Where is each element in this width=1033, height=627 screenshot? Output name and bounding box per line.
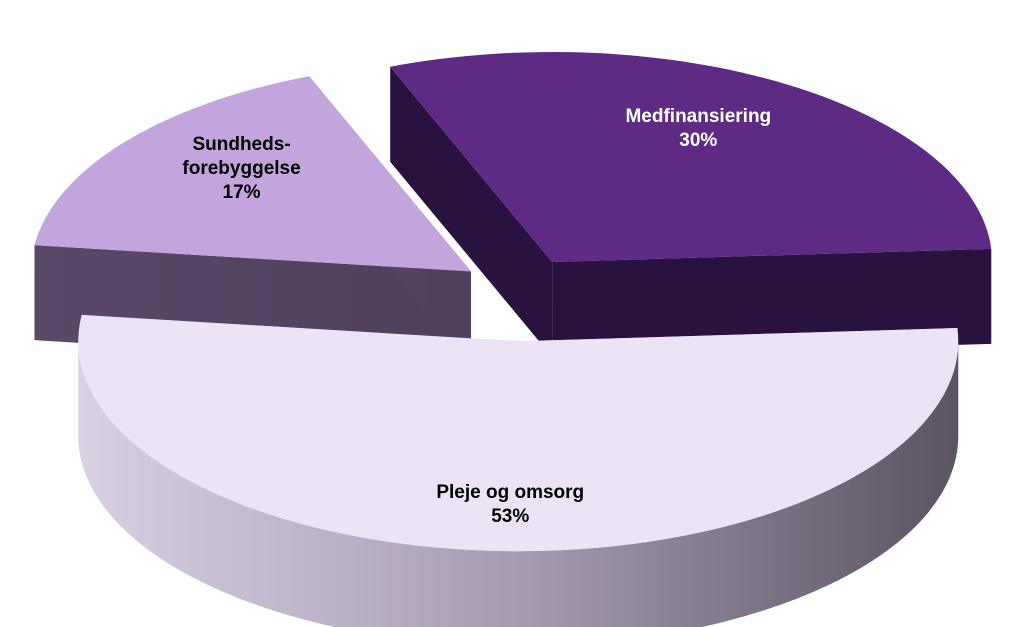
- slice-value-2: 53%: [491, 505, 530, 527]
- slice-name-2-line-1: Pleje og omsorg: [436, 481, 585, 503]
- slice-side-2: [78, 341, 959, 627]
- slice-value-3: 17%: [222, 181, 261, 203]
- slice-2: [78, 314, 959, 627]
- slice-cut-face-1-2: [552, 248, 992, 358]
- slice-name-1-line-1: Medfinansiering: [625, 106, 772, 128]
- slice-label-3: Sundheds-forebyggelse 17%: [182, 133, 300, 205]
- slice-1: [390, 52, 992, 358]
- slice-name-3-line-2: forebyggelse: [182, 157, 301, 179]
- slice-top-3: [34, 76, 472, 272]
- slice-label-1: Medfinansiering 30%: [625, 105, 771, 153]
- slice-top-2: [78, 314, 959, 552]
- slice-top-1: [390, 52, 992, 263]
- slice-value-1: 30%: [679, 130, 718, 152]
- slice-label-2: Pleje og omsorg 53%: [436, 481, 584, 529]
- slice-name-3-line-1: Sundheds-: [192, 133, 291, 155]
- slice-cut-face-1-1: [390, 66, 553, 358]
